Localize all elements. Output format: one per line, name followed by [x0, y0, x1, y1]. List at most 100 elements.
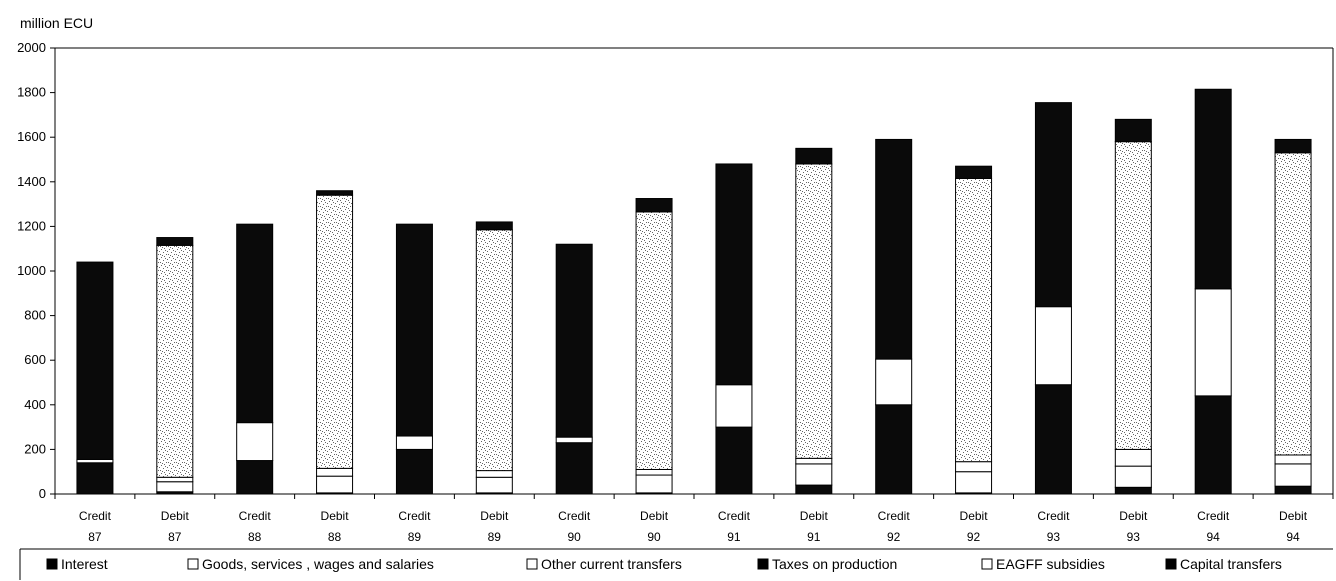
legend-item: Goods, services , wages and salaries: [187, 556, 434, 572]
bar-segment-other-current-transfers: [795, 457, 833, 465]
legend-item: EAGFF subsidies: [981, 556, 1105, 572]
bar-segment-interest: [395, 448, 433, 495]
unit-label: million ECU: [20, 15, 94, 31]
bar-segment-taxes-on-production: [1194, 88, 1232, 290]
bar-segment-interest: [236, 460, 274, 495]
bar-segment-other-current-transfers: [1114, 448, 1152, 467]
legend-label: Taxes on production: [772, 556, 897, 572]
y-tick-label: 600: [24, 352, 46, 367]
bar-segment-interest: [1274, 485, 1312, 495]
bar-segment-other-current-transfers: [955, 461, 993, 473]
x-tick-label: Debit: [1279, 509, 1308, 523]
bar-segment-goods-services-wages-and-salaries: [1274, 463, 1312, 487]
legend-label: Interest: [61, 556, 108, 572]
bar-segment-goods-services-wages-and-salaries: [236, 422, 274, 462]
x-tick-label: Credit: [1037, 509, 1070, 523]
bar-segment-other-current-transfers: [316, 467, 354, 477]
x-tick-label: 89: [488, 530, 502, 544]
bar-segment-interest: [1194, 395, 1232, 495]
legend-swatch: [981, 558, 993, 570]
bar-segment-other-current-transfers: [1274, 454, 1312, 465]
bar-segment-goods-services-wages-and-salaries: [955, 471, 993, 494]
bar-segment-interest: [1114, 486, 1152, 495]
x-tick-label: 87: [88, 530, 102, 544]
x-tick-label: 92: [887, 530, 901, 544]
y-tick-label: 1800: [17, 85, 46, 100]
bar-segment-goods-services-wages-and-salaries: [555, 436, 593, 444]
bar-segment-goods-services-wages-and-salaries: [795, 463, 833, 486]
bar-segment-other-current-transfers: [475, 470, 513, 478]
bar-segment-eagff-subsidies: [955, 177, 993, 463]
x-tick-label: 94: [1286, 530, 1300, 544]
x-tick-label: Credit: [1197, 509, 1230, 523]
bar-segment-other-current-transfers: [156, 476, 194, 483]
x-tick-label: Debit: [480, 509, 509, 523]
x-tick-label: 94: [1207, 530, 1221, 544]
bar-segment-taxes-on-production: [236, 223, 274, 424]
bar-segment-taxes-on-production: [1034, 102, 1072, 308]
y-tick-label: 800: [24, 308, 46, 323]
x-tick-label: 93: [1047, 530, 1061, 544]
y-tick-label: 1000: [17, 263, 46, 278]
x-tick-label: 88: [328, 530, 342, 544]
legend-label: Capital transfers: [1180, 556, 1282, 572]
bar-segment-interest: [875, 404, 913, 495]
y-tick-label: 1200: [17, 218, 46, 233]
x-tick-label: Debit: [640, 509, 669, 523]
bar-segment-interest: [1034, 384, 1072, 495]
bar-segment-taxes-on-production: [555, 243, 593, 438]
bar-segment-capital-transfers: [1114, 118, 1152, 143]
bar-segment-goods-services-wages-and-salaries: [395, 435, 433, 450]
bar-segment-taxes-on-production: [76, 261, 114, 460]
legend-label: EAGFF subsidies: [996, 556, 1105, 572]
y-tick-label: 0: [39, 486, 46, 501]
bar-segment-taxes-on-production: [395, 223, 433, 437]
x-tick-label: Credit: [239, 509, 272, 523]
legend-item: Interest: [46, 556, 108, 572]
bar-segment-goods-services-wages-and-salaries: [156, 481, 194, 493]
x-tick-label: Debit: [161, 509, 190, 523]
bar-segment-eagff-subsidies: [795, 163, 833, 459]
legend-swatch: [1165, 558, 1177, 570]
legend-item: Taxes on production: [757, 556, 897, 572]
bar-segment-goods-services-wages-and-salaries: [76, 458, 114, 464]
bar-segment-capital-transfers: [1274, 138, 1312, 154]
x-tick-label: 87: [168, 530, 182, 544]
x-tick-label: 91: [807, 530, 821, 544]
y-tick-label: 200: [24, 441, 46, 456]
bar-segment-capital-transfers: [475, 221, 513, 231]
bar-segment-goods-services-wages-and-salaries: [316, 475, 354, 494]
bar-segment-eagff-subsidies: [1274, 152, 1312, 456]
bar-segment-goods-services-wages-and-salaries: [715, 384, 753, 428]
bar-segment-goods-services-wages-and-salaries: [1034, 306, 1072, 386]
x-tick-label: Credit: [878, 509, 911, 523]
bar-segment-taxes-on-production: [715, 163, 753, 386]
bar-segment-eagff-subsidies: [475, 229, 513, 472]
bar-segment-capital-transfers: [635, 198, 673, 213]
x-tick-label: Credit: [718, 509, 751, 523]
bar-segment-eagff-subsidies: [316, 194, 354, 469]
bar-segment-eagff-subsidies: [156, 244, 194, 478]
bar-segment-capital-transfers: [795, 147, 833, 165]
x-tick-label: Credit: [79, 509, 112, 523]
x-tick-label: Debit: [800, 509, 829, 523]
y-tick-label: 2000: [17, 40, 46, 55]
bar-segment-eagff-subsidies: [635, 211, 673, 470]
bar-segment-goods-services-wages-and-salaries: [875, 358, 913, 406]
y-tick-label: 1600: [17, 129, 46, 144]
bar-segment-goods-services-wages-and-salaries: [475, 476, 513, 494]
bar-segment-eagff-subsidies: [1114, 141, 1152, 450]
x-tick-label: Debit: [321, 509, 350, 523]
legend-label: Other current transfers: [541, 556, 682, 572]
bar-segment-interest: [715, 426, 753, 495]
bar-segment-goods-services-wages-and-salaries: [1194, 288, 1232, 397]
legend-swatch: [526, 558, 538, 570]
x-tick-label: Debit: [1119, 509, 1148, 523]
x-tick-label: 90: [647, 530, 661, 544]
x-tick-label: 93: [1127, 530, 1141, 544]
bar-segment-other-current-transfers: [635, 468, 673, 476]
bar-segment-interest: [795, 484, 833, 495]
y-tick-label: 400: [24, 397, 46, 412]
